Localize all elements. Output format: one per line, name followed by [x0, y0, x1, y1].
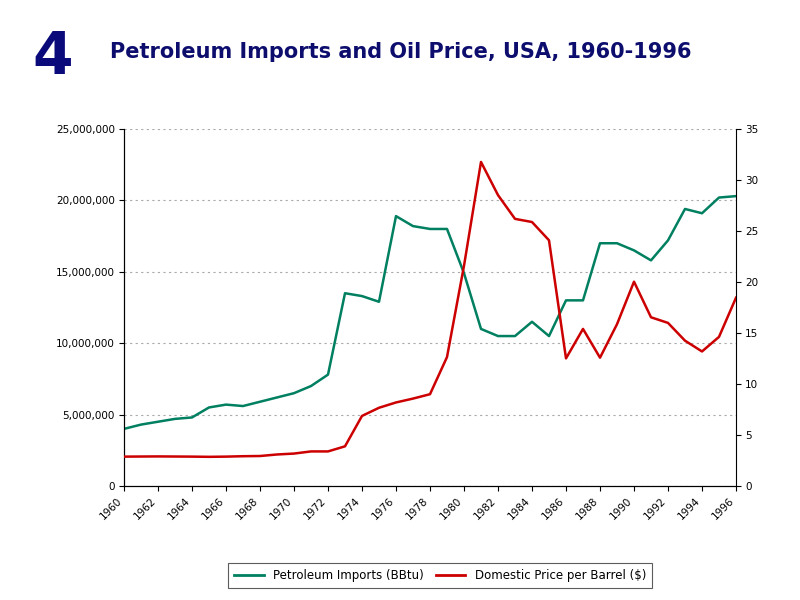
Text: Petroleum Imports and Oil Price, USA, 1960-1996: Petroleum Imports and Oil Price, USA, 19… — [110, 43, 691, 62]
Text: 4: 4 — [33, 29, 73, 86]
Legend: Petroleum Imports (BBtu), Domestic Price per Barrel ($): Petroleum Imports (BBtu), Domestic Price… — [228, 563, 652, 588]
